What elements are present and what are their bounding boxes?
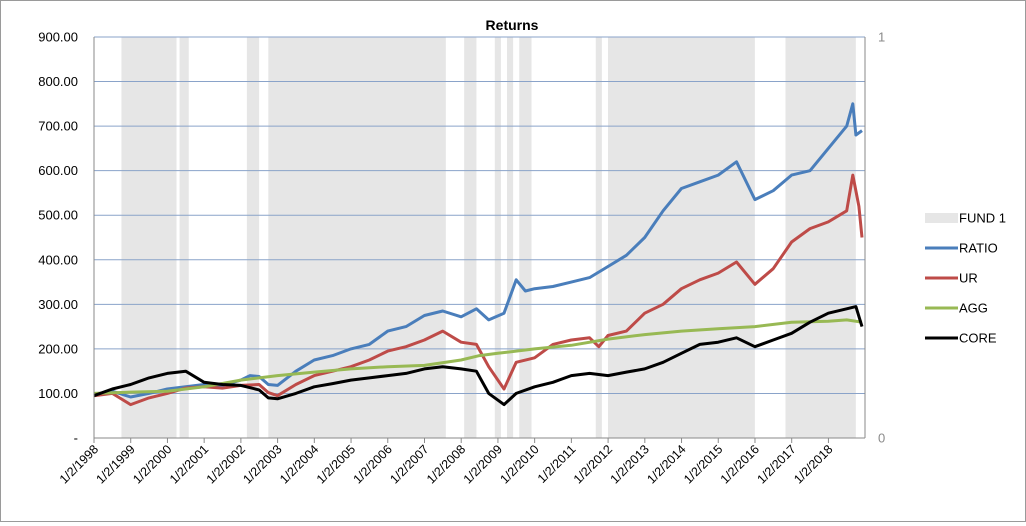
legend-label: AGG bbox=[959, 301, 988, 316]
x-tick-label: 1/2/2001 bbox=[167, 442, 211, 486]
x-tick-label: 1/2/2018 bbox=[791, 442, 835, 486]
x-tick-label: 1/2/2007 bbox=[387, 442, 431, 486]
fund-periods-layer bbox=[121, 37, 856, 438]
x-tick-label: 1/2/2000 bbox=[130, 442, 174, 486]
fund-period-band bbox=[268, 37, 446, 438]
x-tick-label: 1/2/2015 bbox=[681, 442, 725, 486]
legend-label: CORE bbox=[959, 331, 997, 346]
fund-period-band bbox=[494, 37, 501, 438]
y-tick-label: 100.00 bbox=[38, 386, 78, 401]
x-tick-label: 1/2/2008 bbox=[424, 442, 468, 486]
series-layer bbox=[93, 102, 864, 407]
y-tick-label: 900.00 bbox=[38, 30, 78, 45]
y-tick-label: 300.00 bbox=[38, 297, 78, 312]
y2-tick-label: 1 bbox=[878, 30, 885, 45]
y-tick-label: 400.00 bbox=[38, 252, 78, 267]
legend-label: RATIO bbox=[959, 241, 998, 256]
legend-swatch-fund bbox=[925, 213, 958, 223]
y-tick-label: 200.00 bbox=[38, 341, 78, 356]
fund-period-band bbox=[607, 37, 755, 438]
fund-period-band bbox=[121, 37, 177, 438]
x-tick-label: 1/2/2005 bbox=[314, 442, 358, 486]
legend-label: FUND 1 bbox=[959, 211, 1006, 226]
x-tick-label: 1/2/2003 bbox=[240, 442, 284, 486]
x-tick-label: 1/2/2017 bbox=[755, 442, 799, 486]
x-tick-label: 1/2/2004 bbox=[277, 442, 321, 486]
x-tick-label: 1/2/2009 bbox=[461, 442, 505, 486]
x-tick-label: 1/2/2010 bbox=[497, 442, 541, 486]
chart-title: Returns bbox=[486, 17, 539, 33]
fund-period-band bbox=[507, 37, 514, 438]
series-line-agg bbox=[93, 318, 863, 395]
y-tick-label: 700.00 bbox=[38, 119, 78, 134]
fund-period-band bbox=[179, 37, 189, 438]
fund-period-band bbox=[519, 37, 532, 438]
x-tick-label: 1/2/1999 bbox=[94, 442, 138, 486]
y-tick-label: - bbox=[74, 431, 78, 446]
x-tick-label: 1/2/2012 bbox=[571, 442, 615, 486]
x-tick-label: 1/2/2016 bbox=[718, 442, 762, 486]
y-tick-label: 800.00 bbox=[38, 74, 78, 89]
fund-period-band bbox=[595, 37, 602, 438]
series-line-core bbox=[93, 305, 864, 407]
x-tick-label: 1/2/2002 bbox=[204, 442, 248, 486]
x-tick-label: 1/2/2013 bbox=[608, 442, 652, 486]
y2-tick-label: 0 bbox=[878, 431, 885, 446]
x-tick-label: 1/2/2006 bbox=[351, 442, 395, 486]
legend: FUND 1 RATIO UR AGG CORE bbox=[925, 211, 1006, 346]
fund-period-band bbox=[464, 37, 477, 438]
x-tick-label: 1/2/2011 bbox=[535, 442, 579, 486]
x-tick-label: 1/2/2014 bbox=[644, 442, 688, 486]
x-tick-label: 1/2/1998 bbox=[57, 442, 101, 486]
y-tick-label: 500.00 bbox=[38, 208, 78, 223]
fund-period-band bbox=[246, 37, 260, 438]
legend-label: UR bbox=[959, 271, 978, 286]
y-tick-label: 600.00 bbox=[38, 163, 78, 178]
